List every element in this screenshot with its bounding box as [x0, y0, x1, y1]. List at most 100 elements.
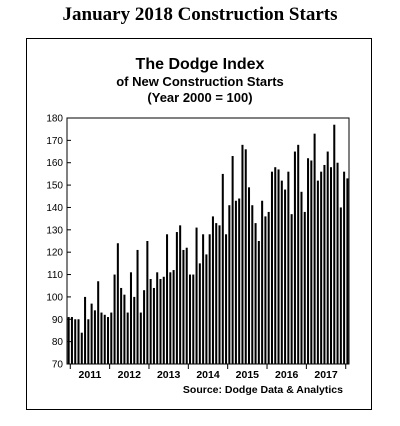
bar: [248, 187, 251, 364]
bar: [100, 312, 103, 364]
bar: [152, 287, 155, 364]
bar: [126, 312, 129, 364]
bar: [221, 173, 224, 364]
bar: [107, 317, 110, 364]
bar: [333, 124, 336, 365]
bar: [120, 287, 123, 364]
bar: [133, 296, 136, 364]
bar: [323, 164, 326, 364]
bar: [139, 312, 142, 364]
bar: [136, 249, 139, 364]
y-tick-label: 170: [46, 136, 63, 147]
bar: [70, 317, 73, 364]
x-tick-label: 2012: [118, 369, 142, 381]
bar: [195, 227, 198, 364]
bar: [175, 232, 178, 364]
bar: [238, 198, 241, 364]
bar: [267, 211, 270, 364]
bar: [316, 180, 319, 364]
bar: [300, 191, 303, 364]
bar: [339, 207, 342, 364]
bar: [313, 133, 316, 364]
bar: [123, 294, 126, 364]
bar: [215, 223, 218, 364]
bar: [159, 279, 162, 364]
y-tick-label: 150: [46, 181, 63, 192]
bar: [110, 312, 113, 364]
bar: [274, 167, 277, 364]
y-tick-label: 80: [52, 337, 64, 348]
bar: [90, 303, 93, 364]
y-tick-label: 70: [52, 360, 64, 371]
y-tick-label: 130: [46, 225, 63, 236]
x-tick-label: 2015: [236, 369, 260, 381]
bar: [129, 272, 132, 364]
bar: [336, 162, 339, 364]
bar: [202, 234, 205, 364]
bar: [162, 276, 165, 364]
bar: [192, 274, 195, 364]
bar: [103, 314, 106, 364]
bar: [241, 144, 244, 364]
chart-source: Source: Dodge Data & Analytics: [183, 384, 343, 396]
bar: [169, 272, 172, 364]
page-title: January 2018 Construction Starts: [62, 4, 338, 25]
bar: [211, 216, 214, 364]
bar: [143, 290, 146, 364]
bar: [326, 151, 329, 364]
bar: [277, 169, 280, 364]
bar: [244, 149, 247, 364]
bar: [231, 156, 234, 364]
bar: [228, 205, 231, 364]
y-tick-label: 160: [46, 158, 63, 169]
bar: [343, 171, 346, 364]
y-tick-label: 90: [52, 315, 64, 326]
bar: [270, 171, 273, 364]
x-tick-label: 2011: [79, 369, 102, 381]
chart-title: The Dodge Index: [136, 56, 265, 73]
bar: [320, 171, 323, 364]
bar: [97, 281, 100, 364]
bar: [74, 319, 77, 364]
bar: [84, 296, 87, 364]
bar: [149, 279, 152, 364]
chart-frame: The Dodge Index of New Construction Star…: [26, 38, 372, 410]
bar: [293, 151, 296, 364]
bar: [179, 225, 182, 364]
x-tick-label: 2014: [196, 369, 220, 381]
bar: [307, 158, 310, 364]
bar: [93, 310, 96, 364]
x-tick-label: 2013: [157, 369, 181, 381]
bar: [254, 223, 257, 364]
plot-area: [66, 117, 350, 365]
bar: [297, 144, 300, 364]
x-tick-label: 2016: [275, 369, 299, 381]
bar: [172, 270, 175, 364]
bar: [261, 200, 264, 364]
chart-subtitle-line-1: of New Construction Starts: [116, 74, 284, 89]
bar: [182, 249, 185, 364]
bar: [188, 274, 192, 364]
bar: [116, 243, 119, 364]
x-tick-label: 2017: [314, 369, 338, 381]
bar: [346, 178, 349, 364]
bar: [205, 254, 208, 364]
chart-subtitle-line-2: (Year 2000 = 100): [147, 90, 252, 105]
bar: [218, 225, 221, 364]
bar: [208, 234, 211, 364]
bar: [113, 274, 116, 364]
bar: [284, 189, 287, 364]
bar: [303, 211, 306, 364]
bar: [80, 332, 83, 364]
bar: [329, 167, 333, 364]
bar: [280, 180, 283, 364]
bar: [198, 263, 201, 364]
bar: [67, 317, 70, 364]
bar: [264, 216, 267, 364]
bar: [87, 319, 90, 364]
bar: [290, 214, 293, 364]
bar: [146, 241, 149, 364]
bar: [257, 241, 260, 364]
bar: [225, 234, 228, 364]
bar: [234, 200, 237, 364]
